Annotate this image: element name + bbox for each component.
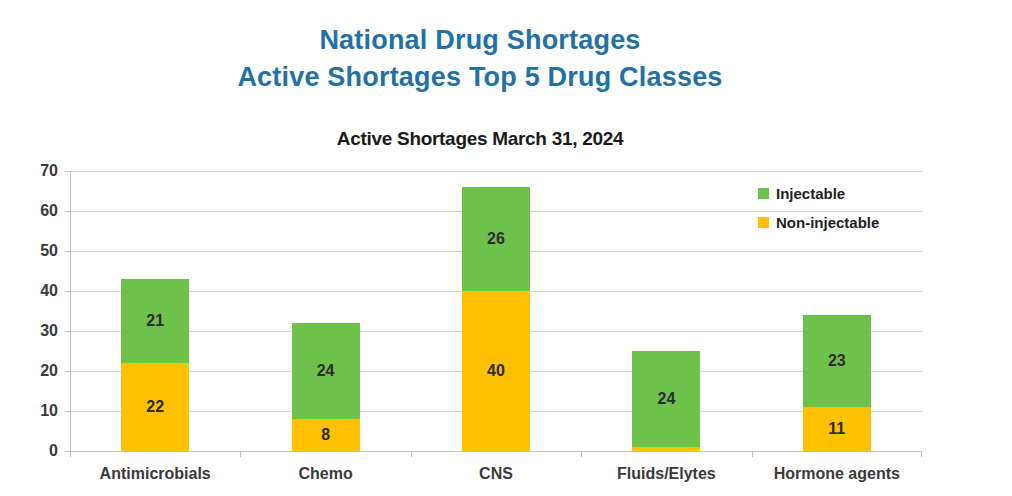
legend-item: Non-injectable — [758, 212, 879, 232]
x-axis-category-label: Antimicrobials — [100, 465, 211, 483]
bar-value-label: 23 — [828, 352, 846, 370]
page-title-line-2: Active Shortages Top 5 Drug Classes — [0, 59, 960, 96]
bar-value-label: 24 — [317, 362, 335, 380]
y-axis-tick-label: 60 — [40, 202, 58, 220]
y-axis-tick-label: 20 — [40, 362, 58, 380]
x-tick-mark — [581, 452, 582, 457]
x-tick-mark — [921, 452, 922, 457]
x-tick-mark — [240, 452, 241, 457]
legend-label: Non-injectable — [776, 214, 879, 231]
chart-canvas: National Drug Shortages Active Shortages… — [0, 0, 1012, 496]
x-tick-mark — [70, 452, 71, 457]
x-axis-category-label: Fluids/Elytes — [617, 465, 716, 483]
bar-value-label: 26 — [487, 230, 505, 248]
y-axis-tick-label: 40 — [40, 282, 58, 300]
y-axis-tick-label: 30 — [40, 322, 58, 340]
page-title: National Drug Shortages Active Shortages… — [0, 22, 960, 96]
y-axis-tick-label: 0 — [49, 442, 58, 460]
page-title-line-1: National Drug Shortages — [0, 22, 960, 59]
legend: Injectable Non-injectable — [758, 183, 879, 241]
y-axis-line — [70, 171, 71, 451]
non-injectable-swatch — [758, 217, 769, 228]
bar-value-label: 21 — [146, 312, 164, 330]
x-axis-category-label: Chemo — [298, 465, 352, 483]
x-tick-mark — [752, 452, 753, 457]
x-axis-category-label: Hormone agents — [774, 465, 900, 483]
bar-value-label: 24 — [657, 390, 675, 408]
y-axis-tick-label: 50 — [40, 242, 58, 260]
chart-title: Active Shortages March 31, 2024 — [0, 128, 960, 150]
bar-value-label: 22 — [146, 398, 164, 416]
y-axis-tick-label: 10 — [40, 402, 58, 420]
legend-label: Injectable — [776, 185, 845, 202]
y-axis-tick-label: 70 — [40, 162, 58, 180]
injectable-swatch — [758, 188, 769, 199]
x-axis-line — [70, 451, 922, 452]
bar-value-label: 8 — [321, 426, 330, 444]
x-axis-category-label: CNS — [479, 465, 513, 483]
bar-value-label: 11 — [828, 420, 845, 438]
legend-item: Injectable — [758, 183, 879, 203]
bar-value-label: 40 — [487, 362, 505, 380]
x-tick-mark — [411, 452, 412, 457]
gridline — [70, 171, 922, 172]
y-axis: 010203040506070 — [0, 171, 58, 451]
